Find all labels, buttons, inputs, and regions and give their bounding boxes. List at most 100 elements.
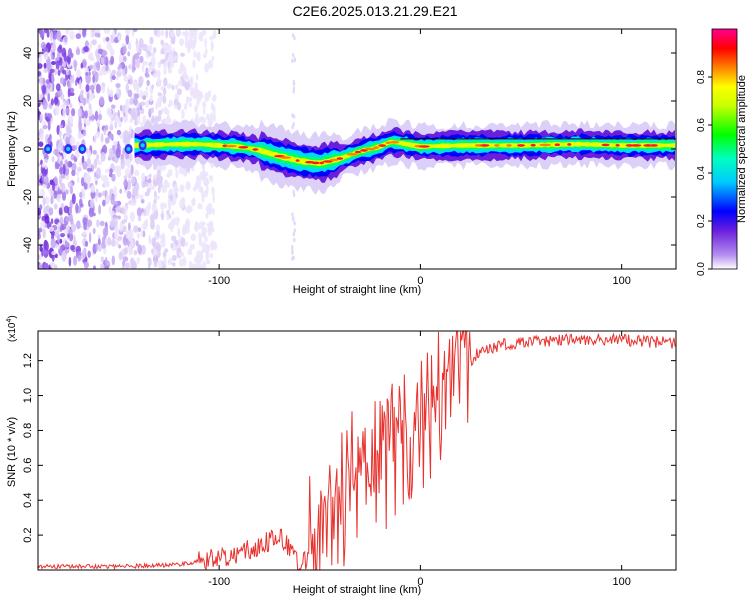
noise-blob bbox=[71, 193, 76, 205]
noise-blob bbox=[111, 104, 116, 109]
noise-blob bbox=[179, 63, 185, 72]
spectrogram-heatmap bbox=[38, 29, 676, 269]
noise-blob bbox=[50, 261, 56, 269]
noise-blob bbox=[97, 160, 103, 166]
noise-blob bbox=[207, 203, 213, 208]
noise-blob bbox=[201, 261, 207, 269]
noise-blob bbox=[149, 36, 154, 45]
noise-blob bbox=[56, 125, 60, 135]
ridge-core bbox=[539, 143, 552, 147]
noise-blob bbox=[210, 40, 214, 52]
noise-blob bbox=[53, 148, 59, 156]
artifact-blob bbox=[293, 228, 296, 233]
noise-blob bbox=[213, 112, 216, 123]
noise-blob bbox=[76, 170, 79, 177]
noise-blob bbox=[40, 132, 44, 141]
ridge-core bbox=[322, 160, 333, 163]
noise-blob bbox=[93, 158, 98, 169]
artifact-blob bbox=[292, 255, 295, 260]
noise-blob bbox=[59, 77, 65, 85]
noise-blob bbox=[124, 106, 129, 117]
noise-blob bbox=[97, 32, 101, 38]
noise-blob bbox=[89, 91, 94, 101]
snr-ticks: -100 0 100 0.2 0.4 0.6 0.8 1.0 1.2 bbox=[22, 331, 676, 588]
noise-blob bbox=[123, 214, 128, 220]
noise-blob bbox=[140, 121, 144, 127]
noise-blob bbox=[123, 247, 128, 256]
noise-blob bbox=[106, 41, 112, 51]
noise-blob bbox=[166, 214, 170, 221]
noise-blob bbox=[123, 180, 127, 187]
noise-blob bbox=[125, 82, 129, 94]
noise-blob bbox=[149, 214, 155, 223]
noise-blob bbox=[118, 251, 124, 261]
colorbar-tick-label: 0.0 bbox=[696, 262, 707, 276]
noise-blob bbox=[148, 173, 152, 179]
noise-blob bbox=[124, 65, 128, 75]
noise-blob bbox=[121, 207, 126, 215]
noise-blob bbox=[136, 207, 142, 217]
noise-blob bbox=[105, 65, 109, 72]
noise-blob bbox=[58, 141, 64, 149]
noise-blob bbox=[88, 53, 92, 60]
noise-blob bbox=[131, 65, 135, 73]
noise-blob bbox=[74, 60, 77, 72]
noise-blob bbox=[75, 149, 80, 159]
noise-blob bbox=[43, 68, 49, 73]
noise-blob bbox=[150, 219, 155, 230]
noise-blob bbox=[119, 188, 123, 194]
noise-blob bbox=[188, 260, 193, 269]
noise-blob bbox=[167, 168, 173, 177]
noise-blob bbox=[100, 256, 105, 263]
noise-blob bbox=[172, 193, 177, 205]
noise-blob bbox=[104, 124, 109, 131]
noise-blob bbox=[181, 31, 187, 36]
noise-blob bbox=[129, 118, 134, 124]
spectrogram-ytick-label: 40 bbox=[22, 47, 34, 59]
noise-blob bbox=[163, 248, 169, 253]
noise-blob bbox=[95, 195, 98, 203]
noise-blob bbox=[144, 72, 149, 77]
noise-blob bbox=[174, 187, 179, 193]
noise-blob bbox=[131, 110, 136, 121]
snr-scale-label: (x104) bbox=[6, 315, 18, 342]
noise-blob bbox=[212, 207, 215, 216]
noise-blob bbox=[194, 104, 199, 113]
noise-blob bbox=[72, 144, 78, 151]
noise-blob bbox=[122, 225, 127, 233]
noise-blob bbox=[171, 235, 177, 242]
spectrogram-ytick-label: -20 bbox=[22, 189, 34, 205]
noise-blob bbox=[119, 104, 123, 112]
noise-blob bbox=[58, 207, 63, 215]
noise-blob bbox=[206, 222, 211, 228]
noise-blob bbox=[170, 55, 175, 64]
noise-blob bbox=[142, 63, 145, 73]
noise-blob bbox=[69, 186, 74, 195]
noise-blob bbox=[198, 253, 204, 263]
noise-blob bbox=[167, 67, 173, 74]
noise-blob bbox=[189, 86, 195, 97]
ridge-core bbox=[364, 147, 376, 151]
noise-blob bbox=[125, 29, 131, 36]
noise-blob bbox=[68, 213, 73, 222]
noise-blob bbox=[109, 72, 113, 83]
noise-blob bbox=[117, 215, 121, 220]
noise-blob bbox=[139, 104, 143, 111]
noise-blob bbox=[114, 115, 120, 123]
noise-blob bbox=[164, 202, 167, 209]
noise-blob bbox=[121, 219, 125, 225]
noise-blob bbox=[111, 173, 116, 182]
noise-blob bbox=[94, 71, 99, 83]
noise-blob bbox=[134, 119, 138, 126]
noise-blob bbox=[180, 237, 186, 248]
noise-blob bbox=[69, 92, 75, 97]
noise-blob bbox=[182, 224, 186, 236]
artifact-blob bbox=[291, 244, 294, 250]
noise-blob bbox=[67, 160, 72, 168]
noise-blob bbox=[129, 125, 132, 135]
noise-blob bbox=[125, 34, 130, 45]
noise-blob bbox=[111, 75, 116, 80]
noise-blob bbox=[100, 152, 106, 162]
noise-blob bbox=[59, 160, 64, 167]
noise-blob bbox=[44, 196, 50, 205]
